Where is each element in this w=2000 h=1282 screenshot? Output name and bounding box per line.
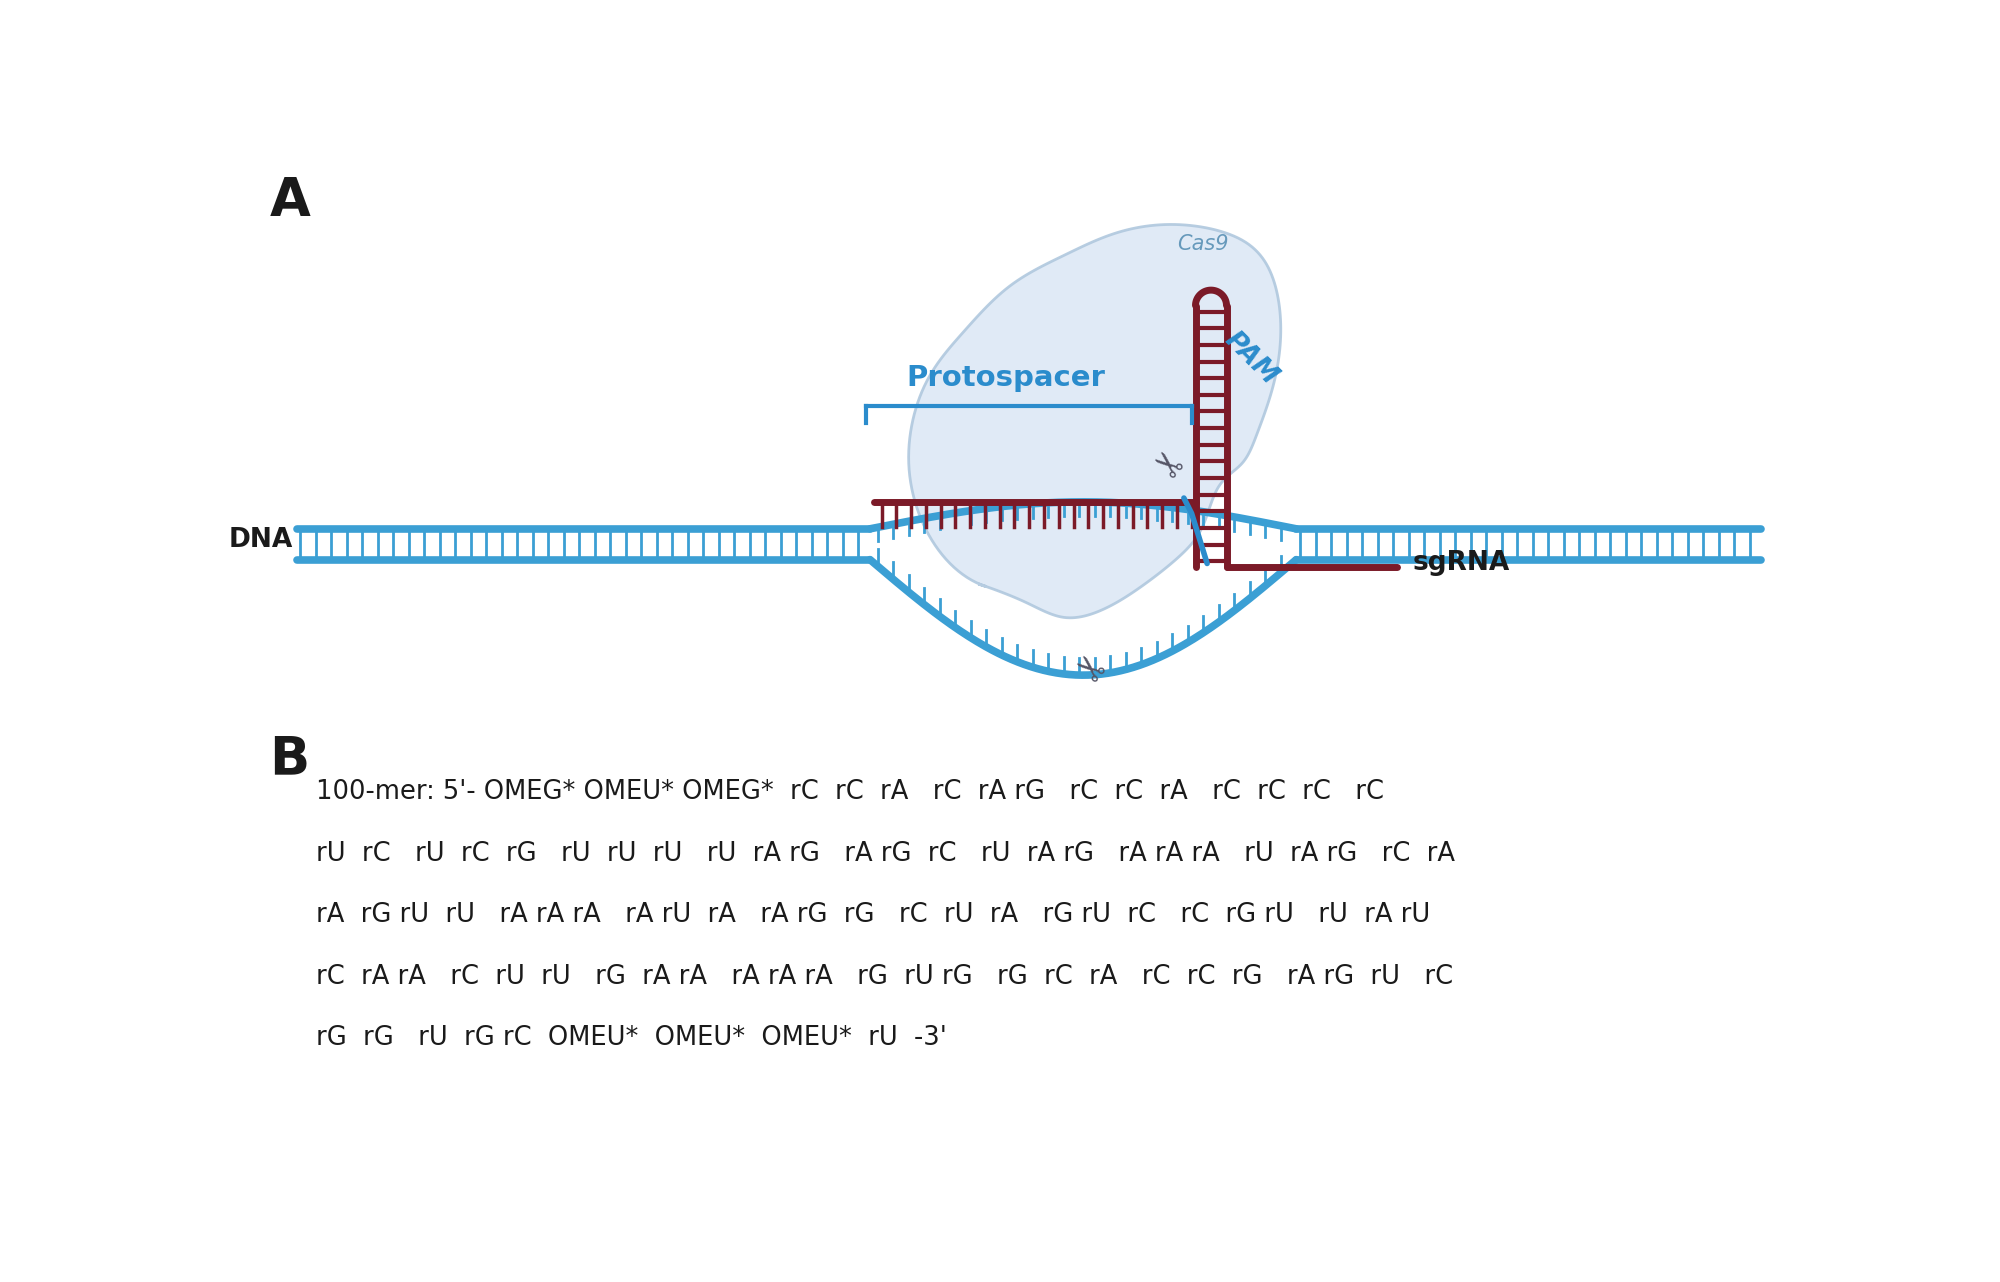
Text: ✂: ✂ <box>1146 437 1190 482</box>
Text: ✂: ✂ <box>1068 641 1114 686</box>
Text: DNA: DNA <box>228 527 292 554</box>
Text: Protospacer: Protospacer <box>906 364 1106 392</box>
Polygon shape <box>908 224 1280 618</box>
Text: rG  rG   rU  rG rC  OMEU*  OMEU*  OMEU*  rU  -3': rG rG rU rG rC OMEU* OMEU* OMEU* rU -3' <box>316 1026 946 1051</box>
Text: B: B <box>270 733 310 785</box>
Text: rA  rG rU  rU   rA rA rA   rA rU  rA   rA rG  rG   rC  rU  rA   rG rU  rC   rC  : rA rG rU rU rA rA rA rA rU rA rA rG rG r… <box>316 903 1430 928</box>
Text: 100-mer: 5'- OMEG* OMEU* OMEG*  rC  rC  rA   rC  rA rG   rC  rC  rA   rC  rC  rC: 100-mer: 5'- OMEG* OMEU* OMEG* rC rC rA … <box>316 779 1384 805</box>
Text: PAM: PAM <box>1218 327 1282 390</box>
Text: rC  rA rA   rC  rU  rU   rG  rA rA   rA rA rA   rG  rU rG   rG  rC  rA   rC  rC : rC rA rA rC rU rU rG rA rA rA rA rA rG r… <box>316 964 1452 990</box>
Text: sgRNA: sgRNA <box>1412 550 1510 577</box>
Text: A: A <box>270 174 310 227</box>
Text: Cas9: Cas9 <box>1178 233 1228 254</box>
Text: rU  rC   rU  rC  rG   rU  rU  rU   rU  rA rG   rA rG  rC   rU  rA rG   rA rA rA : rU rC rU rC rG rU rU rU rU rA rG rA rG r… <box>316 841 1454 867</box>
